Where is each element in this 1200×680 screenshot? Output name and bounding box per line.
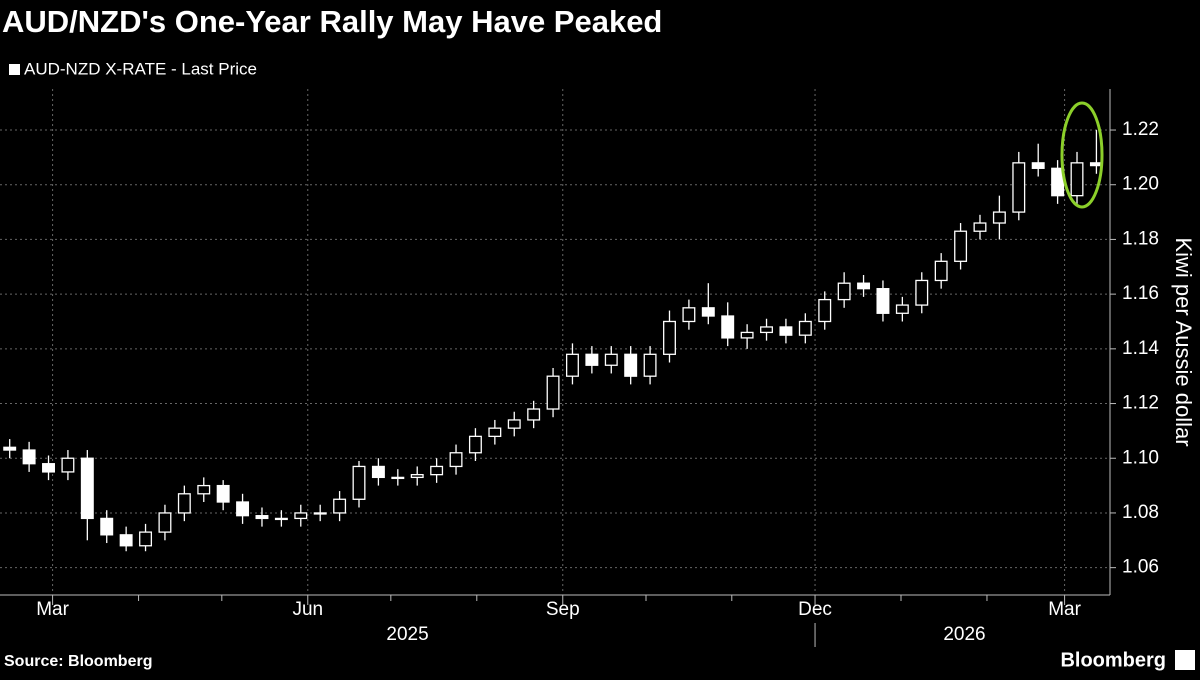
candle-body: [546, 375, 560, 410]
candle-body: [721, 315, 735, 339]
x-tick-label: Sep: [546, 599, 580, 620]
candle-body: [857, 282, 871, 290]
candle-body: [663, 320, 676, 355]
candle-body: [604, 353, 618, 366]
candle-body: [992, 211, 1006, 224]
x-tick-label: Mar: [36, 599, 69, 620]
candle-body: [410, 474, 424, 479]
legend-label: AUD-NZD X-RATE - Last Price: [24, 59, 257, 78]
candle-body: [837, 282, 851, 301]
candle-body: [100, 517, 114, 536]
candle-body: [352, 465, 366, 500]
y-tick-label: 1.12: [1122, 393, 1159, 414]
candle-body: [973, 222, 987, 232]
y-tick-label: 1.18: [1122, 228, 1159, 249]
candle-body: [42, 463, 55, 473]
chart-title: AUD/NZD's One-Year Rally May Have Peaked: [2, 4, 662, 39]
candle-body: [255, 515, 269, 520]
candle-body: [954, 230, 968, 262]
x-year-label: 2026: [943, 624, 985, 645]
y-tick-label: 1.06: [1122, 557, 1159, 578]
y-tick-label: 1.22: [1122, 119, 1159, 140]
y-axis-label: Kiwi per Aussie dollar: [1171, 237, 1196, 446]
y-tick-label: 1.16: [1122, 283, 1159, 304]
candle-body: [333, 498, 347, 514]
candle-body: [468, 435, 482, 454]
brand: Bloomberg: [1060, 649, 1166, 671]
x-tick-label: Dec: [798, 599, 832, 620]
y-tick-label: 1.10: [1122, 447, 1159, 468]
candle-body: [760, 326, 773, 334]
candle-body: [139, 531, 153, 547]
candle-body: [624, 353, 638, 377]
candle-body: [391, 476, 405, 480]
candle-body: [643, 353, 657, 377]
y-tick-label: 1.20: [1122, 174, 1159, 195]
highlight-ellipse: [1060, 101, 1104, 209]
candle-body: [197, 484, 211, 495]
candle-body: [507, 419, 521, 429]
candle-body: [740, 331, 754, 339]
candle-body: [22, 449, 36, 465]
candle-body: [449, 452, 463, 468]
candle-body: [1070, 162, 1084, 197]
candle-body: [313, 512, 327, 515]
candle-body: [236, 501, 250, 517]
candle-body: [1031, 162, 1045, 169]
candle-body: [779, 326, 793, 336]
candle-body: [488, 427, 502, 438]
x-tick-label: Mar: [1048, 599, 1081, 620]
candle-body: [430, 465, 444, 476]
candle-body: [934, 260, 948, 282]
candle-body: [1012, 162, 1026, 213]
candle-body: [119, 534, 133, 547]
candle-body: [294, 512, 308, 520]
candle-body: [274, 517, 288, 521]
source: Source: Bloomberg: [4, 653, 152, 670]
candle-body: [585, 353, 599, 366]
candle-body: [565, 353, 579, 377]
brand-icon: [1175, 650, 1195, 670]
candle-body: [80, 457, 94, 520]
candle-body: [915, 279, 929, 306]
candle-body: [895, 304, 909, 314]
candle-body: [682, 307, 696, 323]
candle-body: [177, 493, 191, 514]
x-tick-label: Jun: [292, 599, 323, 620]
candle-body: [216, 484, 230, 503]
candle-body: [371, 465, 385, 479]
y-tick-label: 1.14: [1122, 338, 1159, 359]
x-year-label: 2025: [386, 624, 428, 645]
candle-body: [818, 298, 832, 323]
candle-body: [61, 457, 75, 473]
candle-body: [876, 288, 890, 314]
candle-body: [3, 446, 17, 451]
candle-body: [798, 320, 812, 336]
candle-body: [158, 512, 172, 533]
candle-body: [527, 408, 541, 421]
candle-body: [701, 307, 715, 317]
legend-swatch: [9, 64, 20, 75]
y-tick-label: 1.08: [1122, 502, 1159, 523]
